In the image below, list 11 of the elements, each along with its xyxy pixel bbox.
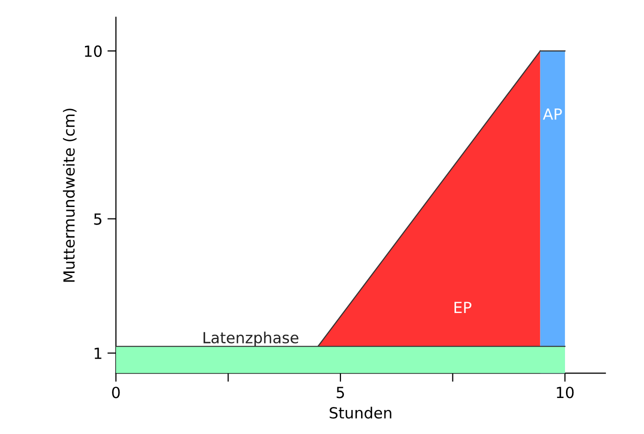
series-label: AP [542,108,562,120]
y-tick-label: 1 [94,348,102,359]
y-axis-title: Muttermundweite (cm) [62,108,77,282]
series-label: Latenzphase [204,332,298,346]
y-tick-label: 5 [94,213,102,225]
x-tick-label: 5 [336,386,344,398]
x-axis-title: Stunden [330,406,392,419]
x-tick-label: 0 [112,386,120,398]
x-tick-label: 10 [556,386,574,398]
y-tick-label: 10 [84,45,102,57]
series-label: EP [454,302,472,313]
